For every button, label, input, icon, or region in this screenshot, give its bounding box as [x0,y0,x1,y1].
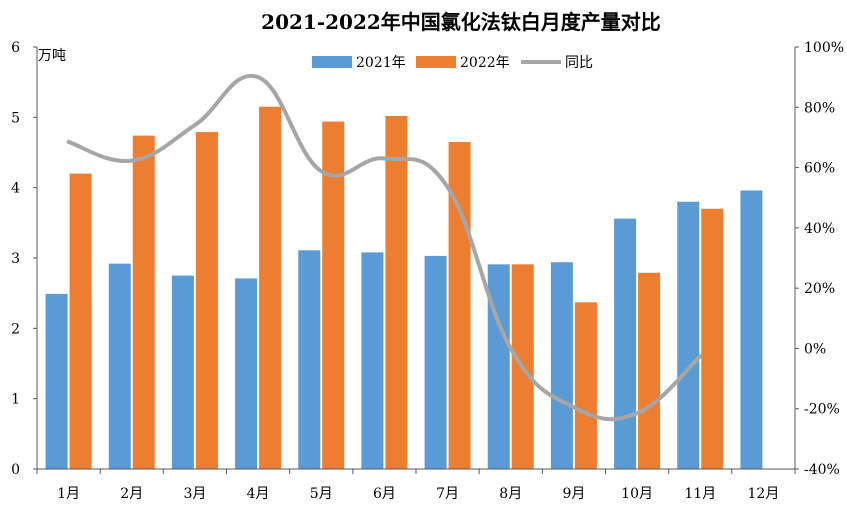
x-tick-label: 6月 [373,486,396,502]
bar-2021年-5月 [298,250,321,469]
legend-swatch [312,56,352,68]
yoy-line [66,73,703,422]
bar-2022年-1月 [69,173,92,469]
right-tick-label: 60% [804,161,835,177]
bar-2022年-6月 [385,115,408,469]
bar-2022年-10月 [638,272,661,469]
right-tick-label: 0% [804,341,826,357]
left-tick-label: 0 [11,462,20,478]
y-unit-label: 万吨 [38,48,66,64]
right-tick-label: 40% [804,221,835,237]
bar-2022年-3月 [195,132,218,469]
left-tick-label: 5 [11,110,20,126]
left-tick-label: 4 [11,181,20,197]
x-tick-label: 4月 [247,486,270,502]
left-tick-label: 2 [11,321,20,337]
bar-2021年-11月 [677,201,700,469]
left-tick-label: 6 [11,40,20,56]
right-tick-label: 100% [804,40,844,56]
bar-2022年-5月 [322,121,345,469]
bar-2021年-1月 [45,293,68,469]
x-tick-label: 8月 [499,486,522,502]
bar-2021年-10月 [614,218,637,469]
left-axis: 0 1 2 3 4 5 6 [11,40,38,478]
bar-2022年-11月 [701,208,724,469]
left-tick-label: 3 [11,251,20,267]
x-axis: 1月 2月 3月 4月 5月 6月 7月 8月 9月 10月 11月 12月 [36,468,796,502]
x-tick-label: 7月 [436,486,459,502]
x-tick-label: 11月 [684,486,716,502]
bar-2021年-9月 [550,262,573,469]
bar-2021年-4月 [235,278,258,469]
legend: 2021年 2022年 同比 [312,55,593,71]
x-tick-label: 12月 [748,486,780,502]
legend-label: 2021年 [356,55,406,71]
bar-2022年-2月 [132,135,155,469]
legend-swatch [416,56,456,68]
right-tick-label: -20% [804,402,840,418]
chart-title: 2021-2022年中国氯化法钛白月度产量对比 [261,10,661,34]
legend-label: 2022年 [460,55,510,71]
bar-2021年-3月 [171,275,194,469]
right-tick-label: -40% [804,462,840,478]
right-tick-label: 80% [804,100,835,116]
bar-2021年-2月 [108,263,131,469]
bar-2021年-12月 [740,190,763,470]
bar-2021年-6月 [361,252,384,469]
x-tick-label: 10月 [621,486,653,502]
x-tick-label: 3月 [183,486,206,502]
x-tick-label: 5月 [310,486,333,502]
x-tick-label: 1月 [57,486,80,502]
bars [45,106,763,470]
bar-2022年-9月 [574,302,597,469]
left-tick-label: 1 [11,392,20,408]
bar-2021年-8月 [487,264,510,469]
bar-2022年-4月 [259,106,282,470]
bar-2021年-7月 [424,255,447,469]
x-tick-label: 9月 [562,486,585,502]
right-axis: -40% -20% 0% 20% 40% 60% 80% 100% [794,40,844,478]
yoy-line-layer [66,73,703,422]
right-tick-label: 20% [804,281,835,297]
legend-label: 同比 [565,55,593,71]
x-tick-label: 2月 [120,486,143,502]
